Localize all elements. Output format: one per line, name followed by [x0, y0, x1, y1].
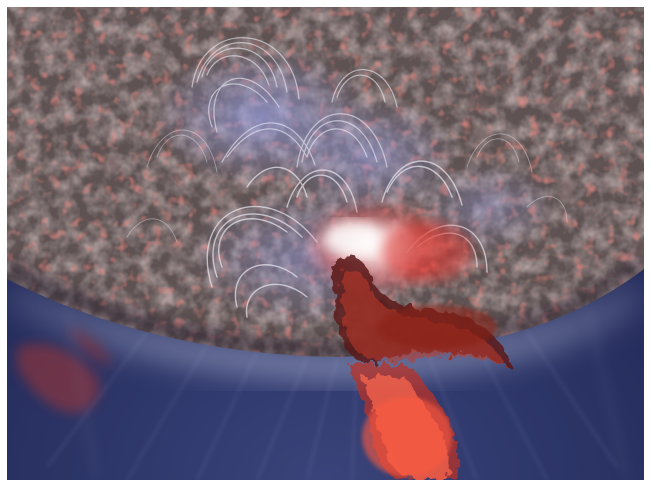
solar-flare-image — [7, 7, 644, 480]
solar-surface — [7, 7, 644, 357]
solar-image-frame — [7, 7, 644, 480]
plasma-glow — [362, 305, 497, 477]
left-prominence — [17, 327, 112, 413]
coronal-loops — [126, 37, 568, 318]
